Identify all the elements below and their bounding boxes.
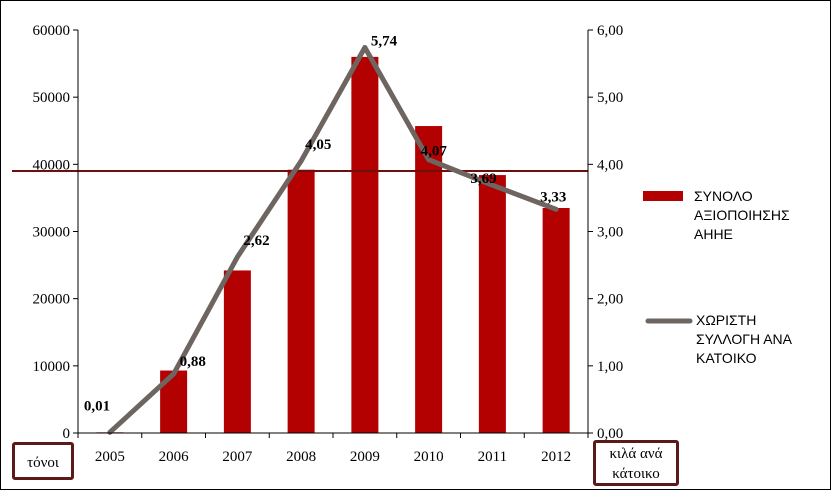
data-label-2008: 4,05	[305, 137, 331, 153]
left-axis-unit-text: τόνοι	[27, 455, 59, 471]
bar-2011	[478, 175, 506, 433]
bars-group	[96, 56, 570, 433]
bar-2012	[542, 207, 570, 433]
left-tick-label: 0	[63, 426, 71, 442]
left-tick-label: 20000	[33, 292, 71, 308]
x-tick-label: 2010	[414, 449, 444, 465]
right-tick-label: 0,00	[597, 426, 623, 442]
right-tick-label: 6,00	[597, 23, 623, 39]
right-tick-label: 5,00	[597, 90, 623, 106]
data-label-2007: 2,62	[243, 233, 269, 249]
right-tick-label: 1,00	[597, 359, 623, 375]
right-tick-label: 3,00	[597, 225, 623, 241]
data-label-2011: 3,69	[470, 171, 496, 187]
legend-line-text: ΣΥΛΛΟΓΗ ΑΝΑ	[696, 331, 793, 347]
axes-group: 0 10000 20000 30000 40000 50000 60000 0,00 1,00 2…	[33, 23, 624, 465]
left-axis-unit-label: τόνοι	[12, 442, 74, 480]
x-tick-label: 2006	[159, 449, 190, 465]
right-tick-label: 4,00	[597, 157, 623, 173]
data-label-2012: 3,33	[540, 189, 566, 205]
legend: ΣΥΝΟΛΟ ΑΞΙΟΠΟΙΗΣΗΣ ΑΗΗΕ ΧΩΡΙΣΤΗ ΣΥΛΛΟΓΗ ΑΝΑ Κ…	[643, 188, 793, 366]
x-tick-label: 2007	[222, 449, 253, 465]
bar-2010	[415, 126, 443, 433]
legend-bar-text: ΑΗΗΕ	[694, 226, 733, 242]
left-tick-label: 40000	[33, 157, 71, 173]
right-axis-unit-line-2: κάτοικο	[612, 466, 660, 482]
legend-bar-text: ΑΞΙΟΠΟΙΗΣΗΣ	[694, 207, 790, 223]
bar-2007	[223, 270, 251, 433]
left-tick-label: 10000	[33, 359, 71, 375]
right-axis-unit-label: κιλά ανά κάτοικο	[593, 440, 679, 486]
left-tick-label: 30000	[33, 225, 71, 241]
legend-line-text: ΧΩΡΙΣΤΗ	[696, 312, 756, 328]
x-tick-label: 2005	[95, 449, 125, 465]
line-series-path	[107, 44, 559, 435]
x-tick-label: 2008	[286, 449, 316, 465]
bar-2008	[287, 169, 315, 433]
left-tick-label: 50000	[33, 90, 71, 106]
line-series-group	[107, 44, 559, 435]
left-tick-label: 60000	[33, 23, 71, 39]
legend-line-text: ΚΑΤΟΙΚΟ	[696, 350, 757, 366]
right-axis-unit-line-1: κιλά ανά	[609, 446, 663, 462]
right-tick-label: 2,00	[597, 292, 623, 308]
data-label-2010: 4,07	[421, 144, 448, 160]
data-label-2009: 5,74	[371, 33, 398, 49]
x-tick-label: 2011	[478, 449, 507, 465]
data-labels-group: 0,01 0,88 2,62 4,05 5,74 4,07 3,69 3,33	[84, 33, 567, 414]
legend-bar-swatch	[643, 191, 683, 201]
data-label-2006: 0,88	[180, 354, 206, 370]
legend-bar-text: ΣΥΝΟΛΟ	[694, 188, 753, 204]
x-tick-label: 2009	[350, 449, 380, 465]
data-label-2005: 0,01	[84, 398, 110, 414]
bar-2009	[351, 56, 379, 433]
x-tick-label: 2012	[541, 449, 571, 465]
